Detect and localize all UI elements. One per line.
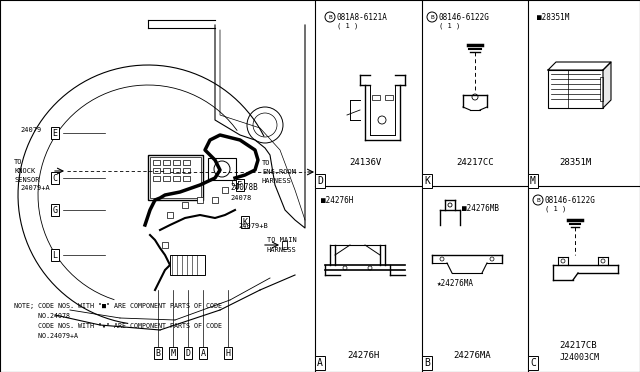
- Text: B: B: [424, 358, 430, 368]
- Bar: [183, 168, 190, 173]
- Bar: [548, 70, 603, 108]
- Bar: [163, 168, 170, 173]
- Bar: [183, 160, 190, 165]
- Text: 08146-6122G: 08146-6122G: [439, 13, 490, 22]
- Bar: [153, 176, 160, 181]
- Bar: [153, 160, 160, 165]
- Text: 24276MA: 24276MA: [453, 350, 491, 359]
- Bar: [212, 197, 218, 203]
- Polygon shape: [548, 62, 611, 70]
- Text: NO.24079+A: NO.24079+A: [14, 333, 78, 339]
- Text: E: E: [52, 128, 58, 138]
- Text: B: B: [430, 15, 434, 19]
- Bar: [282, 241, 287, 249]
- Text: 28351M: 28351M: [559, 157, 591, 167]
- Text: TO: TO: [262, 160, 271, 166]
- Text: ■24276MB: ■24276MB: [462, 203, 499, 212]
- Text: 24079+B: 24079+B: [238, 223, 268, 229]
- Text: D: D: [186, 349, 191, 357]
- Bar: [222, 187, 228, 193]
- Bar: [148, 155, 203, 200]
- Bar: [170, 255, 205, 275]
- Text: HARNESS: HARNESS: [262, 178, 292, 184]
- Text: ■28351M: ■28351M: [537, 13, 570, 22]
- Bar: [173, 176, 180, 181]
- Text: ★24276MA: ★24276MA: [437, 279, 474, 288]
- Text: KNOCK: KNOCK: [14, 168, 35, 174]
- Text: 08146-6122G: 08146-6122G: [545, 196, 596, 205]
- Text: L: L: [52, 250, 58, 260]
- Text: 24136V: 24136V: [349, 157, 381, 167]
- Text: 081A8-6121A: 081A8-6121A: [337, 13, 388, 22]
- Text: M: M: [170, 349, 175, 357]
- Text: 24079: 24079: [20, 127, 41, 133]
- Bar: [372, 95, 380, 100]
- Text: 24079+A: 24079+A: [20, 185, 50, 191]
- Bar: [167, 212, 173, 218]
- Text: B: B: [328, 15, 332, 19]
- Text: TO: TO: [14, 159, 22, 165]
- Polygon shape: [603, 62, 611, 108]
- Bar: [163, 160, 170, 165]
- Text: H: H: [225, 349, 230, 357]
- Text: 24217CC: 24217CC: [456, 157, 494, 167]
- Bar: [385, 95, 393, 100]
- Bar: [183, 176, 190, 181]
- Bar: [163, 176, 170, 181]
- Text: K: K: [243, 218, 248, 227]
- Text: D: D: [317, 176, 323, 186]
- Bar: [153, 168, 160, 173]
- Text: C: C: [52, 173, 58, 183]
- Bar: [182, 202, 188, 208]
- Bar: [173, 168, 180, 173]
- Text: J24003CM: J24003CM: [560, 353, 600, 362]
- Text: ( 1 ): ( 1 ): [439, 23, 460, 29]
- Bar: [162, 242, 168, 248]
- Text: A: A: [200, 349, 205, 357]
- Text: G: G: [52, 205, 58, 215]
- Text: NOTE; CODE NOS. WITH "■" ARE COMPONENT PARTS OF CODE: NOTE; CODE NOS. WITH "■" ARE COMPONENT P…: [14, 303, 222, 309]
- Text: A: A: [317, 358, 323, 368]
- Text: NO.24078: NO.24078: [14, 313, 70, 319]
- Text: 24078B: 24078B: [230, 183, 258, 192]
- Bar: [150, 157, 201, 198]
- Text: ( 1 ): ( 1 ): [545, 206, 566, 212]
- Text: ( 1 ): ( 1 ): [337, 23, 358, 29]
- Text: B: B: [156, 349, 161, 357]
- Text: TO MAIN: TO MAIN: [267, 237, 297, 243]
- Text: 24078: 24078: [230, 195, 252, 201]
- Text: C: C: [530, 358, 536, 368]
- Bar: [208, 158, 236, 180]
- Text: 24276H: 24276H: [347, 350, 379, 359]
- Text: HARNESS: HARNESS: [267, 247, 297, 253]
- Text: B: B: [536, 198, 540, 202]
- Text: SENSOR: SENSOR: [14, 177, 40, 183]
- Text: ■24276H: ■24276H: [321, 196, 353, 205]
- Bar: [232, 179, 238, 185]
- Bar: [600, 77, 603, 101]
- Text: 24217CB: 24217CB: [559, 340, 597, 350]
- Bar: [197, 197, 203, 203]
- Text: F: F: [237, 180, 243, 189]
- Text: M: M: [530, 176, 536, 186]
- Text: K: K: [424, 176, 430, 186]
- Text: CODE NOS. WITH "★" ARE COMPONENT PARTS OF CODE: CODE NOS. WITH "★" ARE COMPONENT PARTS O…: [14, 323, 222, 329]
- Text: ENG.ROOM: ENG.ROOM: [262, 169, 296, 175]
- Bar: [173, 160, 180, 165]
